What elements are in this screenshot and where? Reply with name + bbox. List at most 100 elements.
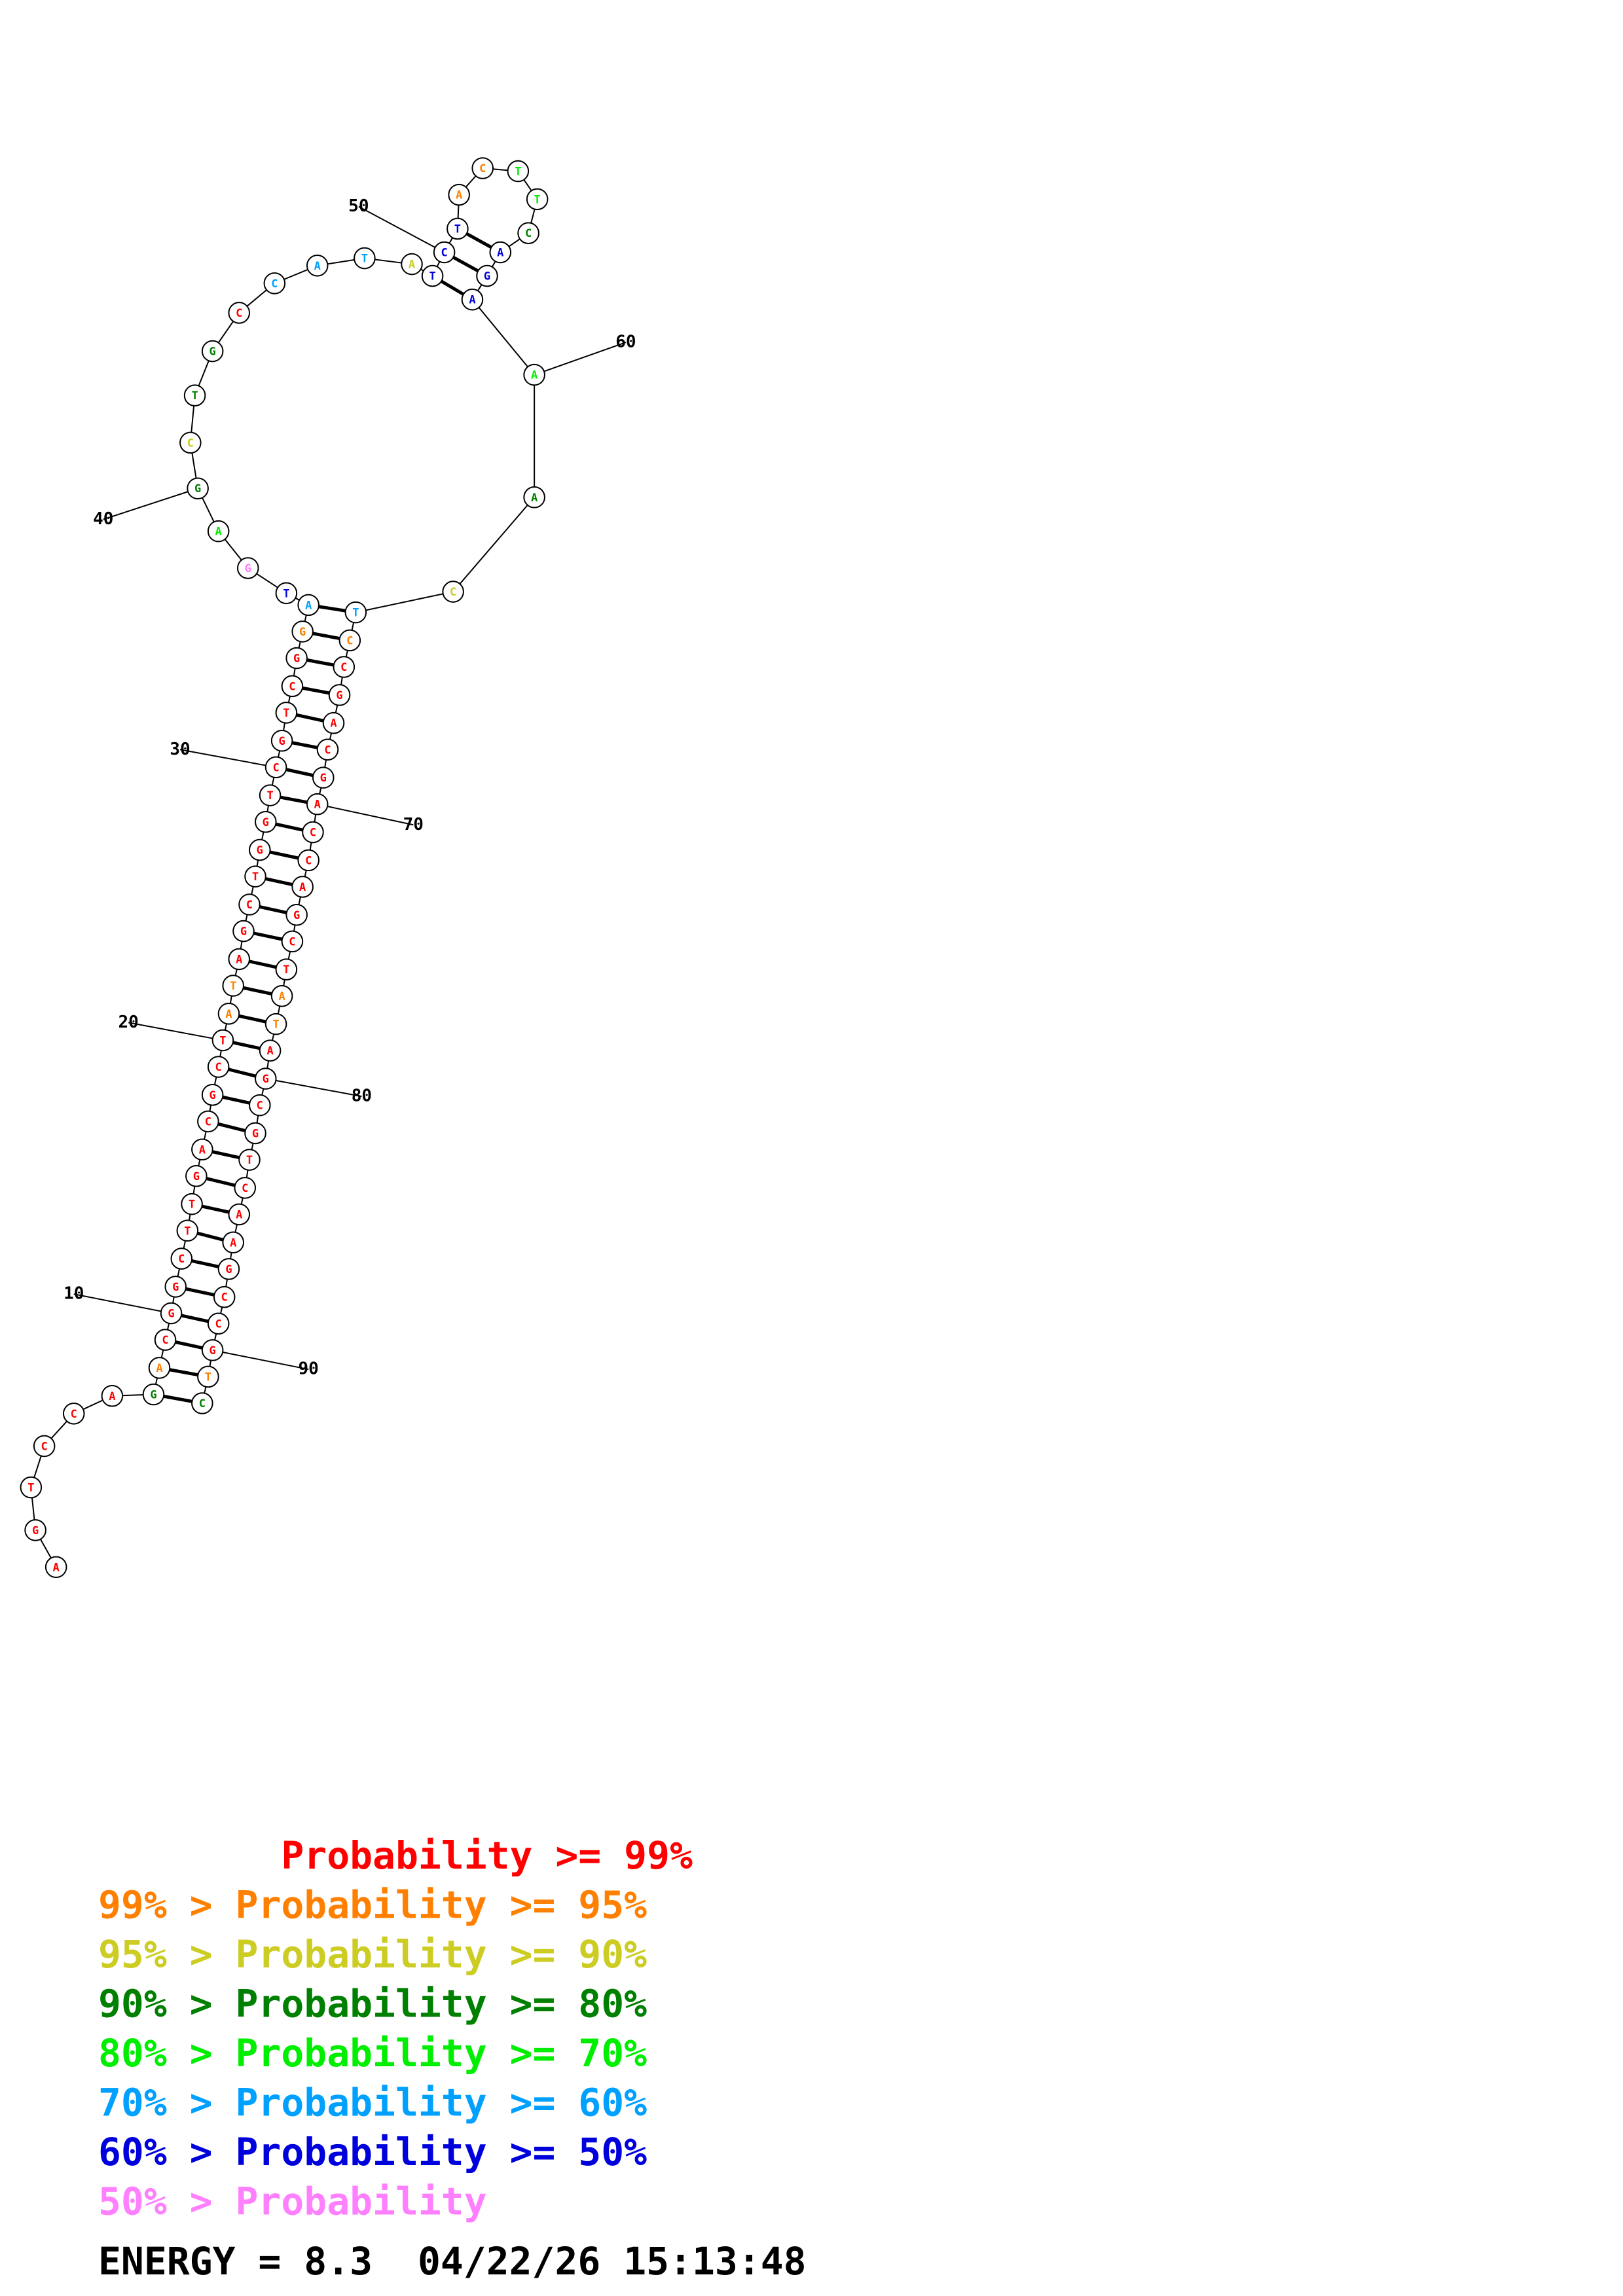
- nucleotide-letter: T: [219, 1034, 226, 1047]
- nucleotide: G: [312, 766, 335, 789]
- nucleotide-circle: [285, 904, 308, 926]
- nucleotide-letter: T: [534, 193, 541, 206]
- legend-label: Probability >= 50%: [236, 2130, 647, 2174]
- legend-row: 60% > Probability >= 50%: [98, 2130, 647, 2174]
- nucleotide-letter: T: [352, 607, 359, 620]
- nucleotide-circle: [217, 1258, 240, 1280]
- nucleotide-letter: T: [361, 253, 368, 266]
- nucleotide-circle: [255, 1067, 277, 1090]
- nucleotide-letter: C: [525, 227, 532, 240]
- nucleotide-letter: T: [27, 1482, 34, 1495]
- nucleotide-letter: C: [215, 1318, 222, 1331]
- nucleotide-circle: [207, 520, 230, 543]
- nucleotide-letter: T: [189, 1198, 195, 1211]
- nucleotide: T: [507, 160, 530, 183]
- legend-prefix: 60% >: [98, 2130, 236, 2174]
- nucleotide-letter: G: [336, 689, 342, 702]
- nucleotide: C: [471, 157, 494, 179]
- legend-label: Probability >= 70%: [236, 2031, 647, 2075]
- legend-prefix: 90% >: [98, 1982, 236, 2026]
- nucleotide-letter: G: [299, 626, 306, 639]
- nucleotide-circle: [222, 975, 244, 997]
- nucleotide: T: [244, 865, 266, 888]
- nucleotide: G: [201, 1339, 224, 1361]
- nucleotide-circle: [447, 217, 469, 240]
- nucleotide-circle: [281, 675, 304, 698]
- position-leader-line: [265, 1078, 362, 1098]
- nucleotide-circle: [238, 1149, 261, 1171]
- nucleotide-circle: [228, 302, 251, 324]
- nucleotide: C: [316, 738, 339, 761]
- nucleotide-circle: [255, 810, 277, 833]
- nucleotide-letter: T: [272, 1018, 279, 1031]
- nucleotide-letter: A: [314, 260, 321, 273]
- nucleotide: T: [275, 702, 298, 724]
- nucleotide: C: [228, 302, 251, 324]
- backbone-segment: [471, 299, 535, 376]
- backbone-lines: [30, 168, 538, 1568]
- nucleotide-circle: [24, 1519, 46, 1541]
- nucleotide-letter: T: [230, 980, 236, 993]
- nucleotide-letter: C: [221, 1291, 228, 1304]
- nucleotide-letter: A: [409, 259, 415, 272]
- legend-label: Probability: [236, 2179, 487, 2224]
- nucleotide: T: [275, 582, 298, 605]
- nucleotide-letter: C: [205, 1115, 211, 1128]
- nucleotide-circle: [338, 629, 361, 652]
- nucleotide-circle: [281, 930, 304, 953]
- nucleotide: C: [207, 1056, 230, 1078]
- nucleotide-circle: [191, 1392, 213, 1414]
- nucleotide: C: [170, 1247, 193, 1270]
- nucleotide-letter: C: [272, 761, 279, 774]
- base-pair-bonds: [153, 227, 501, 1405]
- nucleotide: G: [476, 264, 498, 287]
- nucleotide-letter: G: [32, 1524, 39, 1537]
- legend-prefix: 50% >: [98, 2179, 236, 2224]
- nucleotide-circle: [244, 865, 266, 888]
- nucleotide-circle: [191, 1138, 213, 1161]
- nucleotide: T: [447, 217, 469, 240]
- nucleotide: T: [421, 264, 444, 287]
- nucleotide: A: [222, 1231, 244, 1254]
- nucleotide-circle: [142, 1383, 165, 1406]
- nucleotide-circle: [264, 756, 287, 779]
- nucleotide-circle: [228, 1203, 251, 1226]
- nucleotide-circle: [526, 188, 549, 211]
- nucleotide-circle: [401, 253, 423, 276]
- nucleotide-circle: [354, 247, 376, 270]
- nucleotide-letter: G: [263, 816, 269, 829]
- nucleotide-letter: T: [266, 789, 273, 802]
- backbone-segment: [356, 591, 454, 613]
- position-leader-line: [212, 1349, 309, 1371]
- position-labels: 10 20 30 40 50 60 70 80 90: [64, 196, 636, 1379]
- nucleotide: G: [270, 729, 293, 752]
- nucleotide: G: [291, 620, 314, 643]
- nucleotide-letter: G: [193, 1170, 200, 1183]
- legend-prefix: 70% >: [98, 2081, 236, 2125]
- nucleotide-letter: T: [515, 166, 521, 179]
- nucleotide: C: [517, 222, 539, 244]
- nucleotide: A: [228, 1203, 251, 1226]
- nucleotide: G: [160, 1302, 183, 1325]
- nucleotide-letter: G: [172, 1281, 179, 1294]
- nucleotide-circle: [45, 1556, 67, 1579]
- nucleotide: A: [448, 183, 470, 206]
- nucleotide-letter: G: [293, 653, 300, 666]
- nucleotide: A: [207, 520, 230, 543]
- nucleotide: C: [213, 1285, 236, 1308]
- nucleotide-letter: C: [257, 1100, 263, 1113]
- legend-prefix: 80% >: [98, 2031, 236, 2075]
- nucleotide-letter: G: [257, 844, 263, 857]
- nucleotide-circle: [249, 1094, 271, 1117]
- nucleotide-letter: T: [454, 223, 461, 236]
- nucleotide-letter: C: [236, 307, 242, 320]
- nucleotide-circle: [201, 1084, 224, 1106]
- legend-label: Probability >= 99%: [281, 1833, 693, 1878]
- nucleotide: T: [526, 188, 549, 211]
- position-leader-line: [534, 342, 627, 376]
- timestamp: 04/22/26 15:13:48: [418, 2239, 807, 2284]
- legend-row: 80% > Probability >= 70%: [98, 2031, 647, 2075]
- nucleotide-letter: A: [215, 526, 222, 539]
- legend-row: 99% > Probability >= 95%: [98, 1883, 647, 1928]
- nucleotide-circle: [448, 183, 470, 206]
